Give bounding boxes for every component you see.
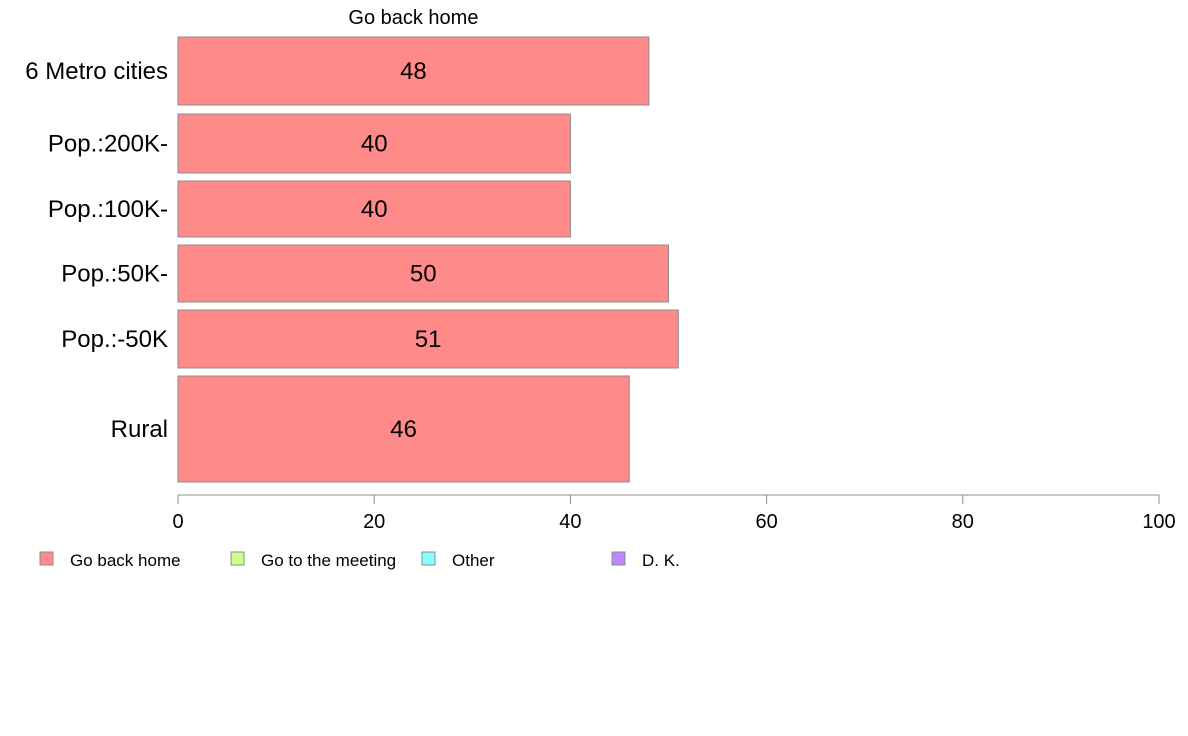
bar — [177, 375, 630, 483]
legend-label: Go back home — [70, 551, 181, 570]
x-tick-label: 0 — [172, 511, 183, 533]
x-tick-label: 40 — [559, 511, 581, 533]
x-axis: 0 20 40 60 80 100 — [172, 494, 1176, 533]
value-label: 46 — [390, 416, 417, 443]
value-label: 48 — [400, 58, 427, 85]
value-label: 51 — [415, 326, 442, 353]
legend-swatch — [421, 551, 436, 566]
bar — [177, 36, 650, 106]
legend-label: D. K. — [642, 551, 680, 570]
x-tick-label: 60 — [755, 511, 777, 533]
category-label: Pop.:100K- — [48, 196, 168, 223]
bar — [177, 309, 679, 369]
category-label: Pop.:50K- — [61, 261, 168, 288]
legend-swatch — [39, 551, 54, 566]
x-tick-label: 20 — [363, 511, 385, 533]
category-label: Rural — [111, 416, 168, 443]
legend-swatch — [611, 551, 626, 566]
bar — [177, 180, 571, 238]
bar-title: Go back home — [348, 7, 478, 29]
value-label: 50 — [410, 261, 437, 288]
category-label: 6 Metro cities — [25, 58, 168, 85]
category-label: Pop.:-50K — [61, 326, 168, 353]
legend-label: Other — [452, 551, 495, 570]
bar — [177, 113, 571, 174]
bars-group: 6 Metro cities 48 Pop.:200K- 40 Pop.:100K- 40… — [25, 36, 679, 483]
category-label: Pop.:200K- — [48, 131, 168, 158]
legend: Go back home Go to the meeting Other D. K. — [39, 551, 680, 570]
value-label: 40 — [361, 196, 388, 223]
x-tick-label: 100 — [1142, 511, 1175, 533]
legend-label: Go to the meeting — [261, 551, 396, 570]
value-label: 40 — [361, 131, 388, 158]
x-tick-label: 80 — [952, 511, 974, 533]
legend-swatch — [230, 551, 245, 566]
bar — [177, 244, 669, 303]
